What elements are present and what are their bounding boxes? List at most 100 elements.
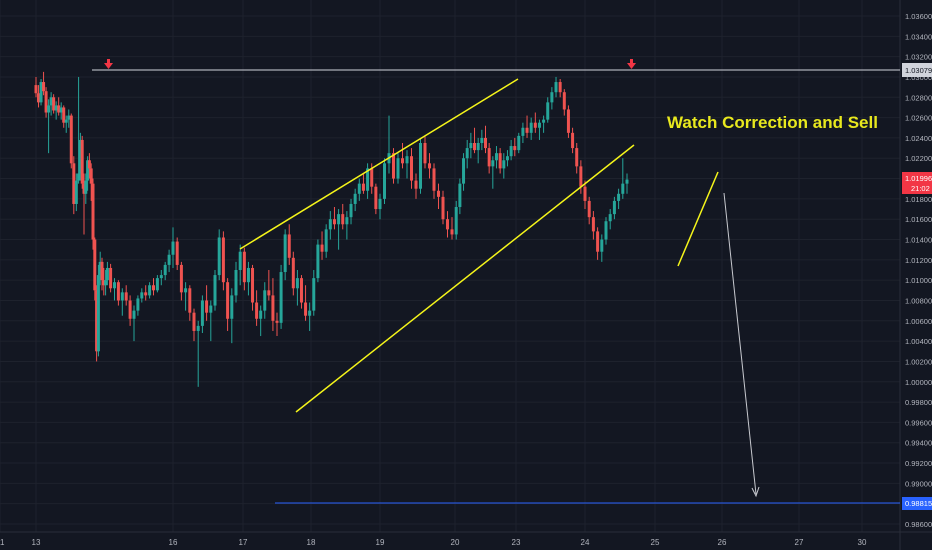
candle-body	[450, 229, 454, 235]
candle-body	[341, 214, 345, 225]
price-axis-label: 1.02800	[905, 93, 932, 102]
candle-body	[591, 217, 595, 232]
candle-body	[299, 278, 303, 303]
candle-body	[209, 305, 213, 313]
candle-body	[104, 280, 108, 286]
time-axis-label: 19	[376, 538, 385, 547]
candle-body	[579, 166, 583, 187]
candle-body	[542, 119, 546, 123]
price-axis-label: 1.02600	[905, 114, 932, 123]
candle-body	[140, 292, 144, 299]
candle-body	[42, 82, 46, 92]
price-axis-label: 1.01800	[905, 195, 932, 204]
candle-body	[414, 180, 418, 189]
candle-body	[171, 241, 175, 255]
candle-body	[332, 219, 336, 225]
candle-body	[52, 97, 56, 111]
candle-body	[255, 302, 259, 319]
candle-body	[95, 290, 99, 352]
projection-arrow[interactable]	[723, 192, 757, 495]
candle-body	[102, 280, 106, 286]
candle-body	[67, 115, 71, 120]
price-axis: 1.03600 1.03400 1.03200 1.03000 1.02800 1.026…	[905, 12, 932, 529]
time-axis-label: 24	[581, 538, 590, 547]
candle-body	[308, 310, 312, 316]
candle-body	[148, 285, 152, 296]
candle-body	[324, 229, 328, 252]
candle-body	[159, 275, 163, 279]
price-axis-label: 1.01400	[905, 236, 932, 245]
price-axis-label: 1.00600	[905, 317, 932, 326]
candle-body	[100, 261, 104, 281]
price-axis-label: 1.00800	[905, 296, 932, 305]
candle-body	[113, 282, 116, 289]
candle-body	[259, 310, 263, 319]
candle-body	[59, 107, 63, 113]
candle-body	[304, 302, 308, 316]
current-price-tag-text: 1.01996	[905, 174, 932, 183]
time-axis-label: 26	[718, 538, 727, 547]
candle-body	[72, 163, 76, 204]
candle-body	[37, 93, 41, 103]
price-axis-label: 1.03200	[905, 53, 932, 62]
candle-body	[583, 186, 587, 201]
time-axis-label: 18	[307, 538, 316, 547]
candle-body	[98, 261, 102, 276]
candle-body	[517, 135, 521, 151]
candle-body	[263, 290, 267, 311]
channel-lower-line[interactable]	[295, 144, 635, 413]
candle-body	[469, 143, 473, 149]
candle-body	[152, 285, 155, 291]
candle-body	[509, 146, 513, 157]
candle-body	[604, 221, 608, 240]
candle-body	[458, 183, 462, 208]
candle-body	[537, 122, 541, 128]
candle-body	[571, 132, 575, 149]
candle-body	[625, 179, 629, 184]
candle-body	[476, 143, 480, 151]
candle-body	[188, 288, 192, 313]
candle-body	[251, 267, 255, 303]
candle-body	[163, 264, 167, 276]
channel-upper-line[interactable]	[239, 78, 519, 250]
candle-body	[221, 237, 225, 283]
drawings-layer: Watch Correction and Sell	[92, 59, 900, 504]
candle-body	[374, 186, 378, 210]
candle-body	[462, 158, 466, 184]
candle-body	[419, 143, 422, 189]
price-axis-label: 0.99600	[905, 418, 932, 427]
time-axis: 13 16 17 18 19 20 23 24 25 26 27 30 31	[0, 538, 867, 547]
candle-body	[357, 183, 361, 194]
candle-body	[349, 203, 353, 218]
candle-body	[446, 219, 449, 230]
candle-body	[49, 97, 53, 106]
candle-body	[275, 320, 279, 323]
wedge-line[interactable]	[677, 171, 719, 267]
candle-body	[87, 160, 91, 169]
down-arrow-marker-icon	[627, 59, 636, 69]
candle-body	[502, 160, 506, 169]
candle-body	[267, 290, 271, 296]
candle-body	[74, 180, 78, 204]
candle-body	[283, 234, 287, 273]
candle-body	[558, 82, 562, 93]
time-axis-label: 31	[0, 538, 5, 547]
candle-body	[136, 298, 140, 311]
down-arrow-marker-icon	[104, 59, 113, 69]
candle-body	[312, 278, 316, 311]
candle-body	[105, 267, 109, 281]
candle-body	[44, 91, 48, 113]
candle-body	[566, 109, 570, 133]
candle-body	[596, 231, 600, 252]
projection-arrow-head	[751, 486, 760, 498]
candle-body	[82, 183, 86, 194]
candle-body	[47, 105, 51, 113]
candle-body	[487, 148, 491, 167]
price-axis-label: 1.01000	[905, 276, 932, 285]
candle-body	[465, 148, 469, 159]
candle-body	[575, 148, 579, 167]
candle-body	[612, 200, 616, 215]
price-axis-label: 1.03400	[905, 32, 932, 41]
